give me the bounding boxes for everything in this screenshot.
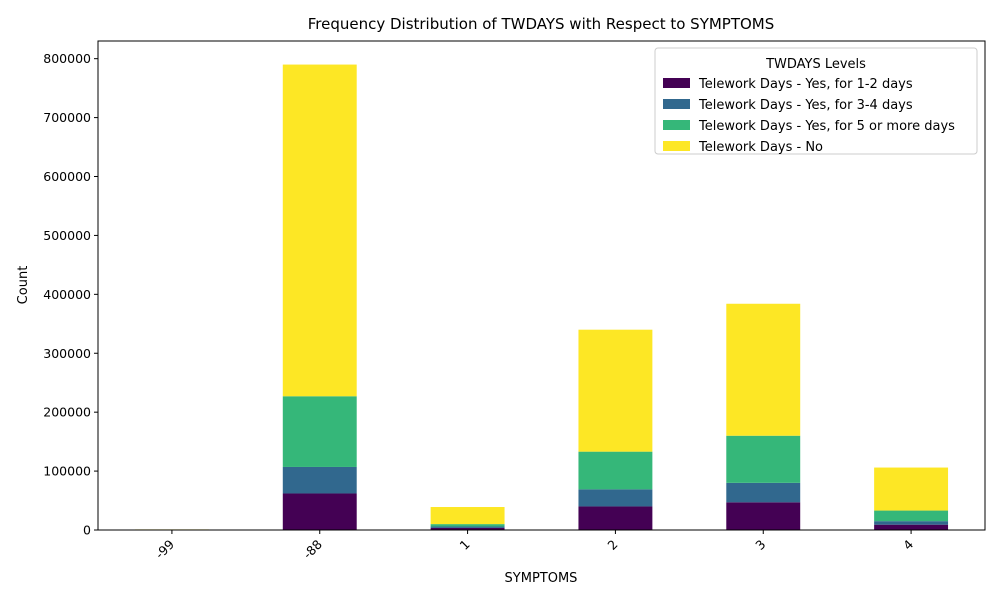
legend-entry-0: Telework Days - Yes, for 1-2 days (698, 77, 913, 92)
bar-segment-1-series-2 (430, 524, 505, 527)
x-axis-title: SYMPTOMS (505, 571, 578, 586)
legend-swatch-1 (663, 99, 690, 109)
y-tick-label: 300000 (43, 346, 91, 361)
y-axis: 0 100000 200000 300000 400000 500000 600000 700… (43, 51, 98, 538)
y-tick-label: 0 (83, 523, 91, 538)
legend-box (654, 47, 978, 155)
legend-entry-2: Telework Days - Yes, for 5 or more days (698, 119, 955, 134)
bar-segment--88-series-1 (282, 466, 357, 494)
bar-segment-1-series-0 (430, 527, 505, 530)
plot-frame (97, 40, 986, 531)
legend: TWDAYS Levels Telework Days - Yes, for 1… (654, 47, 978, 155)
y-tick-label: 600000 (43, 169, 91, 184)
y-tick-label: 100000 (43, 464, 91, 479)
bar-segment-3-series-0 (726, 502, 801, 530)
bar-segment-4-series-3 (874, 467, 949, 511)
legend-title: TWDAYS Levels (765, 57, 866, 72)
y-tick-label: 700000 (43, 110, 91, 125)
bar-segment--88-series-2 (282, 396, 357, 467)
bar-segment--88-series-3 (282, 64, 357, 397)
bar-segment-2-series-3 (578, 329, 653, 452)
chart-title: Frequency Distribution of TWDAYS with Re… (308, 15, 775, 33)
bar-segment-1-series-3 (430, 507, 505, 525)
legend-swatch-3 (663, 141, 690, 151)
bar-segment-4-series-0 (874, 524, 949, 530)
bar-segment-4-series-1 (874, 521, 949, 525)
bar-segment-3-series-2 (726, 435, 801, 483)
bar-segment-3-series-1 (726, 482, 801, 503)
bar-segment-2-series-2 (578, 451, 653, 490)
y-tick-label: 400000 (43, 287, 91, 302)
legend-entry-1: Telework Days - Yes, for 3-4 days (698, 98, 913, 113)
bar-segment-2-series-0 (578, 506, 653, 530)
y-tick-label: 800000 (43, 51, 91, 66)
bar-segment-2-series-1 (578, 489, 653, 507)
bar-segment-1-series-1 (430, 526, 505, 528)
legend-entry-3: Telework Days - No (698, 140, 823, 155)
bar-segment--88-series-0 (282, 493, 357, 530)
y-tick-label: 500000 (43, 228, 91, 243)
bar-segment-4-series-2 (874, 510, 949, 522)
legend-swatch-2 (663, 120, 690, 130)
bars-group (134, 64, 949, 530)
y-axis-title: Count (16, 266, 31, 305)
y-tick-label: 200000 (43, 405, 91, 420)
legend-swatch-0 (663, 78, 690, 88)
bar-segment-3-series-3 (726, 303, 801, 436)
